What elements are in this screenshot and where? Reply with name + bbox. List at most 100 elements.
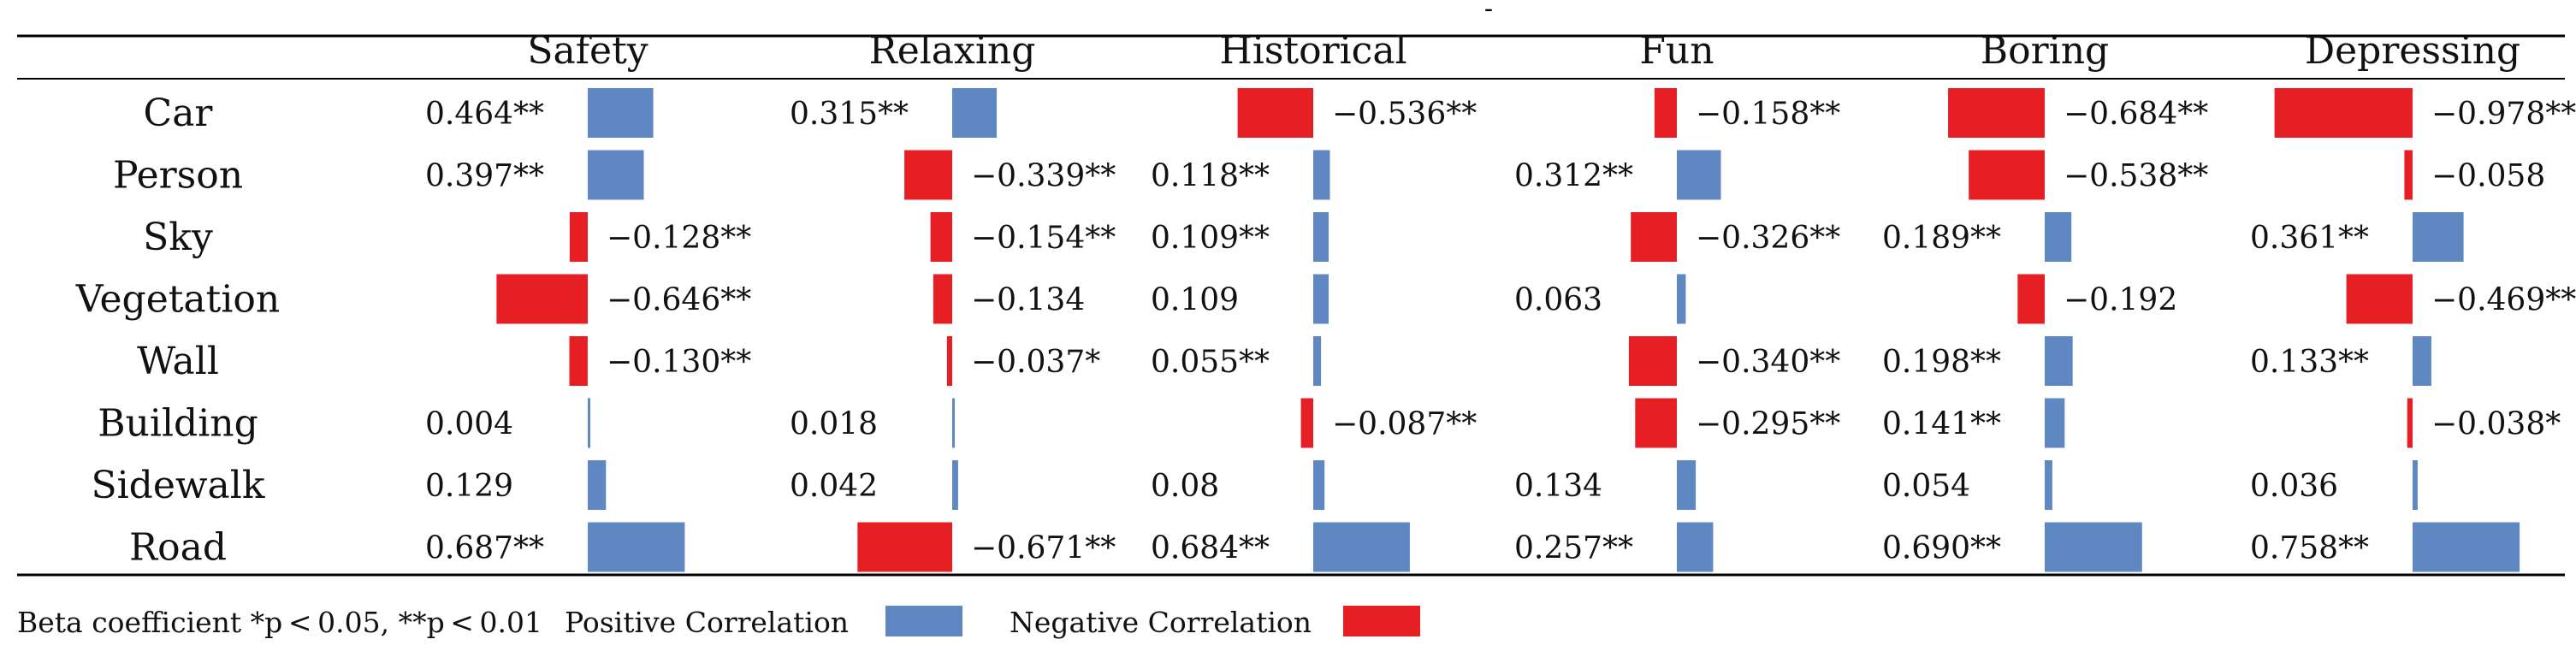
bar-vegetation-depressing xyxy=(2346,274,2413,324)
bar-wall-historical xyxy=(1313,336,1322,386)
bar-road-historical xyxy=(1313,522,1410,572)
value-label-road-safety: 0.687** xyxy=(425,531,544,566)
bar-vegetation-boring xyxy=(2017,274,2045,324)
bar-road-depressing xyxy=(2413,522,2520,572)
value-label-sky-historical: 0.109** xyxy=(1151,221,1270,256)
bar-road-fun xyxy=(1677,522,1714,572)
value-label-wall-safety: −0.130** xyxy=(607,345,751,380)
value-label-wall-relaxing: −0.037* xyxy=(971,345,1100,380)
row-label-road: Road xyxy=(129,526,227,570)
bar-wall-safety xyxy=(569,336,588,386)
column-header-relaxing: Relaxing xyxy=(869,29,1036,73)
bar-person-fun xyxy=(1677,150,1721,200)
row-label-car: Car xyxy=(144,92,214,135)
value-label-wall-historical: 0.055** xyxy=(1151,345,1270,380)
row-label-vegetation: Vegetation xyxy=(75,278,280,322)
column-header-depressing: Depressing xyxy=(2305,29,2520,73)
value-label-building-depressing: −0.038* xyxy=(2431,407,2561,442)
row-label-person: Person xyxy=(113,154,243,198)
bar-person-relaxing xyxy=(904,150,952,200)
bar-sidewalk-safety xyxy=(588,460,607,510)
value-label-vegetation-fun: 0.063 xyxy=(1514,283,1602,318)
value-label-building-boring: 0.141** xyxy=(1882,407,2001,442)
bar-sidewalk-historical xyxy=(1313,460,1325,510)
bar-sky-safety xyxy=(569,212,588,262)
legend-positive-swatch xyxy=(885,606,962,636)
bar-car-historical xyxy=(1237,88,1313,138)
value-label-person-fun: 0.312** xyxy=(1514,159,1633,194)
bar-sidewalk-depressing xyxy=(2413,460,2418,510)
value-label-building-fun: −0.295** xyxy=(1696,407,1840,442)
value-label-car-safety: 0.464** xyxy=(425,97,544,132)
bar-building-historical xyxy=(1300,398,1313,448)
legend-positive-label: Positive Correlation xyxy=(565,606,850,639)
value-label-sky-fun: −0.326** xyxy=(1696,221,1840,256)
value-label-vegetation-safety: −0.646** xyxy=(607,283,751,318)
bar-building-safety xyxy=(588,398,590,448)
value-label-person-relaxing: −0.339** xyxy=(971,159,1116,194)
bar-sky-relaxing xyxy=(930,212,952,262)
value-label-car-depressing: −0.978** xyxy=(2431,97,2576,132)
bar-sky-fun xyxy=(1631,212,1677,262)
value-label-sidewalk-safety: 0.129 xyxy=(425,469,513,504)
value-label-road-boring: 0.690** xyxy=(1882,531,2001,566)
bar-person-boring xyxy=(1969,150,2045,200)
value-label-road-historical: 0.684** xyxy=(1151,531,1270,566)
value-label-car-relaxing: 0.315** xyxy=(790,97,909,132)
bar-road-relaxing xyxy=(857,522,952,572)
bar-building-relaxing xyxy=(952,398,955,448)
value-label-sidewalk-boring: 0.054 xyxy=(1882,469,1970,504)
legend-negative-swatch xyxy=(1343,606,1420,636)
value-label-person-safety: 0.397** xyxy=(425,159,544,194)
row-label-wall: Wall xyxy=(137,340,219,383)
column-header-historical: Historical xyxy=(1219,29,1406,73)
bar-sidewalk-fun xyxy=(1677,460,1697,510)
value-label-sidewalk-depressing: 0.036 xyxy=(2250,469,2338,504)
bar-building-fun xyxy=(1635,398,1677,448)
value-label-vegetation-boring: −0.192 xyxy=(2064,283,2177,318)
bar-sidewalk-boring xyxy=(2045,460,2052,510)
value-label-vegetation-depressing: −0.469** xyxy=(2431,283,2576,318)
bar-wall-boring xyxy=(2045,336,2073,386)
value-label-vegetation-historical: 0.109 xyxy=(1151,283,1239,318)
row-label-building: Building xyxy=(98,402,258,446)
top-mark: - xyxy=(1484,0,1493,24)
value-label-car-boring: −0.684** xyxy=(2064,97,2208,132)
column-header-safety: Safety xyxy=(527,29,648,73)
value-label-road-fun: 0.257** xyxy=(1514,531,1633,566)
value-label-sky-boring: 0.189** xyxy=(1882,221,2001,256)
value-label-sky-safety: −0.128** xyxy=(607,221,751,256)
value-label-sidewalk-fun: 0.134 xyxy=(1514,469,1602,504)
bar-car-safety xyxy=(588,88,654,138)
bar-sidewalk-relaxing xyxy=(952,460,958,510)
value-label-wall-depressing: 0.133** xyxy=(2250,345,2369,380)
bar-wall-relaxing xyxy=(946,336,952,386)
bar-car-fun xyxy=(1654,88,1677,138)
bar-vegetation-historical xyxy=(1313,274,1329,324)
bar-building-boring xyxy=(2045,398,2065,448)
bar-road-boring xyxy=(2045,522,2142,572)
bar-car-relaxing xyxy=(952,88,997,138)
value-label-person-boring: −0.538** xyxy=(2064,159,2208,194)
value-label-person-depressing: −0.058 xyxy=(2431,159,2545,194)
bar-road-safety xyxy=(588,522,685,572)
bar-vegetation-relaxing xyxy=(933,274,952,324)
bar-car-depressing xyxy=(2274,88,2413,138)
bar-car-boring xyxy=(1948,88,2045,138)
bar-person-safety xyxy=(588,150,644,200)
value-label-wall-boring: 0.198** xyxy=(1882,345,2001,380)
value-label-sky-depressing: 0.361** xyxy=(2250,221,2369,256)
row-label-sky: Sky xyxy=(143,216,213,259)
bar-vegetation-fun xyxy=(1677,274,1686,324)
bar-building-depressing xyxy=(2407,398,2413,448)
value-label-wall-fun: −0.340** xyxy=(1696,345,1840,380)
value-label-road-relaxing: −0.671** xyxy=(971,531,1116,566)
value-label-building-relaxing: 0.018 xyxy=(790,407,878,442)
bar-wall-fun xyxy=(1628,336,1677,386)
bar-person-historical xyxy=(1313,150,1330,200)
bar-sky-historical xyxy=(1313,212,1329,262)
bar-vegetation-safety xyxy=(496,274,588,324)
value-label-person-historical: 0.118** xyxy=(1151,159,1270,194)
value-label-building-safety: 0.004 xyxy=(425,407,513,442)
value-label-car-historical: −0.536** xyxy=(1332,97,1477,132)
